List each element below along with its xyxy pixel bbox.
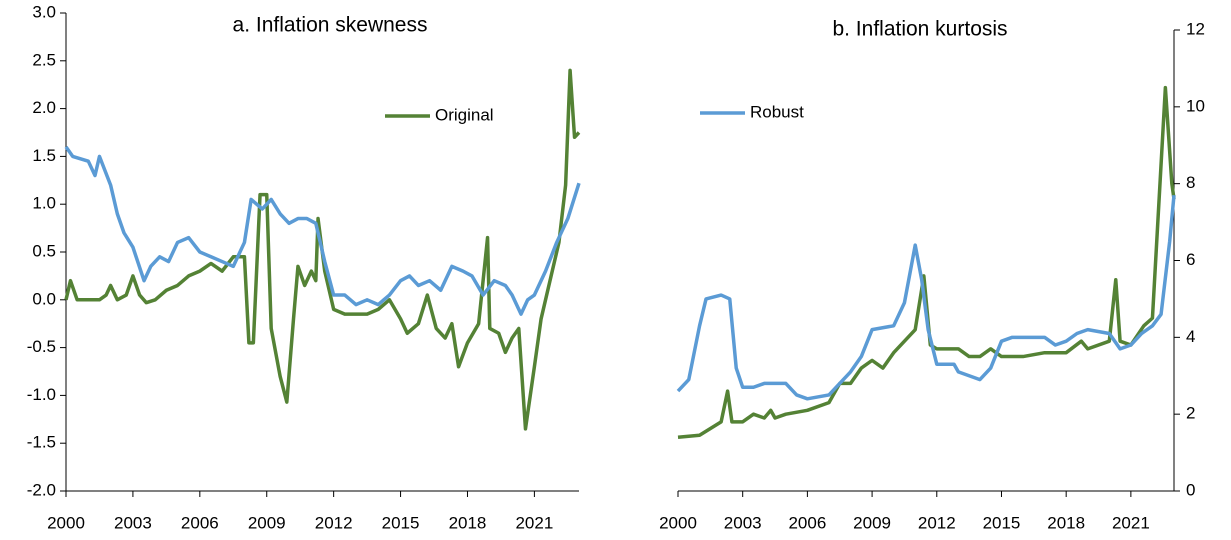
x-tick-label: 2000 [659, 513, 697, 532]
x-tick-label: 2012 [918, 513, 956, 532]
x-tick-label: 2018 [1047, 513, 1085, 532]
x-tick-label: 2012 [315, 513, 353, 532]
x-tick-label: 2021 [1112, 513, 1150, 532]
y-tick-label: 2 [1186, 404, 1195, 423]
x-tick-label: 2006 [181, 513, 219, 532]
x-tick-label: 2015 [382, 513, 420, 532]
y-tick-label: -1.0 [27, 385, 56, 404]
y-tick-label: 0 [1186, 480, 1195, 499]
y-tick-label: 3.0 [32, 2, 56, 21]
y-tick-label: 6 [1186, 250, 1195, 269]
x-tick-label: 2021 [515, 513, 553, 532]
y-tick-label: 4 [1186, 327, 1195, 346]
chart-title: b. Inflation kurtosis [832, 18, 1007, 41]
y-tick-label: 12 [1186, 19, 1205, 38]
x-tick-label: 2003 [724, 513, 762, 532]
legend-label: Robust [750, 102, 804, 121]
data-line [677, 85, 1176, 439]
x-tick-label: 2018 [449, 513, 487, 532]
y-tick-label: 10 [1186, 96, 1205, 115]
y-tick-label: 2.5 [32, 50, 56, 69]
y-tick-label: 2.0 [32, 98, 56, 117]
data-line [64, 68, 581, 431]
legend-label: Original [435, 105, 494, 124]
x-tick-label: 2006 [788, 513, 826, 532]
x-tick-label: 2003 [114, 513, 152, 532]
y-tick-label: 1.0 [32, 194, 56, 213]
x-tick-label: 2000 [47, 513, 85, 532]
y-tick-label: -2.0 [27, 480, 56, 499]
y-tick-label: 0.5 [32, 241, 56, 260]
y-tick-label: 8 [1186, 173, 1195, 192]
x-tick-label: 2009 [248, 513, 286, 532]
y-tick-label: 1.5 [32, 146, 56, 165]
x-tick-label: 2015 [983, 513, 1021, 532]
x-tick-label: 2009 [853, 513, 891, 532]
data-line [64, 145, 581, 316]
y-tick-label: 0.0 [32, 289, 56, 308]
y-tick-label: -0.5 [27, 337, 56, 356]
chart-title: a. Inflation skewness [233, 14, 428, 37]
data-line [676, 195, 1176, 401]
y-tick-label: -1.5 [27, 433, 56, 452]
